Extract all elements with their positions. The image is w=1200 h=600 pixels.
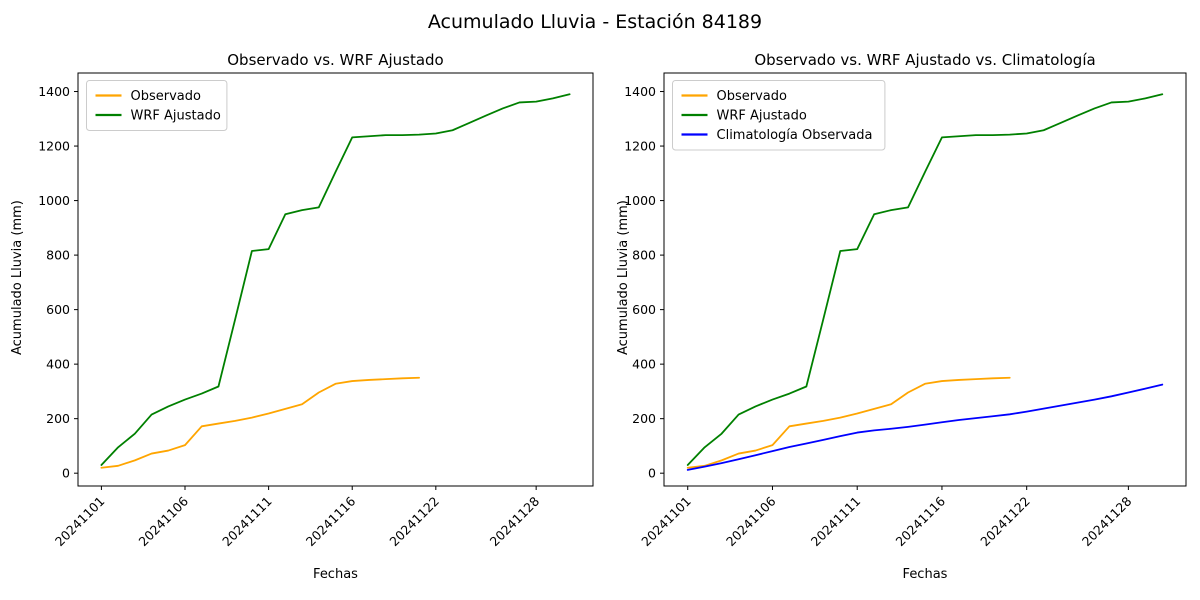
y-tick-label: 400	[632, 357, 656, 372]
y-tick-label: 600	[632, 302, 656, 317]
right-chart-xlabel: Fechas	[902, 567, 948, 582]
y-tick-label: 600	[46, 302, 70, 317]
x-tick-label: 20241111	[808, 494, 864, 550]
y-tick-label: 1000	[624, 193, 656, 208]
x-tick-label: 20241101	[52, 494, 108, 550]
legend-box	[86, 80, 228, 131]
y-tick-label: 0	[62, 466, 70, 481]
left-chart-title: Observado vs. WRF Ajustado	[227, 51, 444, 69]
x-tick-label: 20241111	[219, 494, 275, 550]
y-tick-label: 1400	[38, 84, 70, 99]
series-line-wrf-ajustado	[686, 93, 1164, 466]
right-chart-canvas: 0 200 400 600 800 1000 1200 1400 20241101 2024110…	[624, 72, 1187, 550]
y-tick-label: 200	[632, 411, 656, 426]
legend-box	[672, 80, 886, 151]
x-tick-label: 20241106	[136, 493, 192, 549]
left-chart: Observado vs. WRF Ajustado Acumulado Llu…	[10, 51, 594, 582]
legend-label: Climatología Observada	[717, 128, 873, 143]
series-line-climatología-observada	[686, 383, 1164, 471]
plot-border	[77, 72, 594, 487]
x-tick-label: 20241128	[487, 493, 543, 549]
legend-label: Observado	[717, 89, 788, 104]
x-tick-label: 20241122	[977, 494, 1033, 550]
left-chart-xlabel: Fechas	[313, 567, 358, 582]
y-tick-label: 0	[648, 466, 656, 481]
plot-border	[663, 72, 1187, 487]
right-chart-title: Observado vs. WRF Ajustado vs. Climatolo…	[754, 51, 1096, 69]
series-line-observado	[100, 376, 421, 469]
x-tick-label: 20241106	[723, 493, 779, 549]
y-tick-label: 400	[46, 357, 70, 372]
series-line-observado	[686, 376, 1011, 469]
right-chart: Observado vs. WRF Ajustado vs. Climatolo…	[600, 0, 1200, 600]
x-tick-label: 20241101	[638, 494, 694, 550]
legend-label: Observado	[131, 89, 202, 104]
y-tick-label: 200	[46, 411, 70, 426]
series-line-wrf-ajustado	[100, 93, 571, 466]
figure-title: Acumulado Lluvia - Estación 84189	[427, 11, 763, 33]
left-chart-canvas: 0 200 400 600 800 1000 1200 1400 20241101 2024110…	[38, 72, 594, 550]
x-tick-label: 20241116	[892, 493, 948, 549]
x-tick-label: 20241122	[386, 494, 442, 550]
legend-label: WRF Ajustado	[717, 109, 807, 124]
y-tick-label: 800	[632, 248, 656, 263]
x-tick-label: 20241128	[1079, 493, 1135, 549]
y-tick-label: 800	[46, 248, 70, 263]
legend-label: WRF Ajustado	[131, 109, 221, 124]
y-tick-label: 1200	[624, 139, 656, 154]
x-tick-label: 20241116	[303, 493, 359, 549]
y-tick-label: 1400	[624, 84, 656, 99]
y-tick-label: 1000	[38, 193, 70, 208]
y-tick-label: 1200	[38, 139, 70, 154]
